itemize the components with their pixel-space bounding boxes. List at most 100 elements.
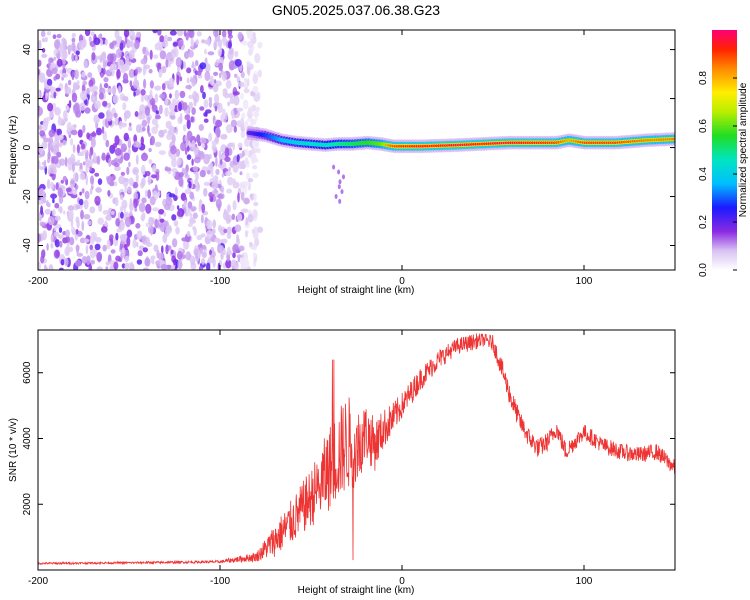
noise-blob [75, 259, 82, 267]
noise-blob [234, 73, 238, 79]
noise-blob [243, 88, 249, 94]
noise-blob [230, 259, 237, 270]
noise-blob [232, 91, 240, 96]
noise-blob [76, 144, 80, 154]
noise-blob [81, 256, 88, 264]
noise-blob [65, 229, 70, 238]
noise-blob [116, 228, 123, 233]
noise-blob [221, 30, 227, 38]
noise-blob [43, 137, 50, 143]
noise-blob [153, 244, 159, 252]
noise-blob [63, 110, 68, 120]
noise-blob [38, 200, 43, 205]
noise-blob [102, 244, 107, 252]
noise-blob [225, 112, 228, 121]
noise-blob [223, 247, 226, 256]
noise-blob [215, 119, 223, 128]
noise-blob [246, 66, 251, 75]
noise-blob [88, 263, 93, 270]
noise-blob [165, 97, 169, 106]
noise-blob [88, 79, 94, 88]
noise-blob [222, 88, 228, 93]
noise-blob [89, 151, 92, 160]
noise-blob [96, 251, 103, 262]
noise-blob [236, 254, 243, 259]
noise-blob [138, 202, 146, 213]
noise-blob [59, 267, 64, 270]
noise-blob [190, 76, 193, 83]
noise-blob [203, 99, 209, 109]
noise-blob [123, 132, 129, 142]
noise-blob [38, 72, 46, 83]
noise-blob [102, 210, 110, 215]
noise-blob [114, 117, 119, 126]
noise-blob [149, 80, 154, 89]
noise-blob [67, 205, 75, 212]
noise-blob [256, 226, 264, 233]
noise-blob [184, 114, 191, 121]
noise-blob [72, 162, 75, 173]
noise-blob [155, 171, 160, 182]
noise-blob [110, 210, 115, 215]
noise-blob [149, 49, 153, 60]
noise-blob [98, 92, 104, 100]
colorbar-ticks: 0.0 0.2 0.4 0.6 0.8 [698, 71, 737, 277]
noise-blob [85, 244, 89, 255]
noise-blob [166, 36, 173, 42]
noise-blob [247, 106, 253, 116]
x-tick-label: 100 [576, 276, 593, 287]
noise-blob [90, 138, 96, 148]
noise-blob [105, 139, 110, 148]
noise-blob [129, 80, 133, 88]
noise-blob [158, 150, 166, 156]
noise-blob [91, 52, 96, 61]
noise-blob [247, 213, 254, 223]
noise-blob [253, 193, 257, 202]
noise-blob [108, 157, 112, 167]
noise-blob [145, 222, 149, 227]
noise-blob [127, 139, 132, 149]
noise-blob [147, 116, 151, 125]
noise-blob [217, 102, 223, 114]
noise-blob [168, 103, 176, 111]
noise-blob [64, 156, 68, 167]
noise-blob [110, 249, 116, 254]
noise-blob [70, 129, 78, 136]
ridge-spur [334, 194, 338, 199]
snr-y-axis-label: SNR (10 * v/v) [8, 418, 19, 482]
x-tick-label: 100 [576, 576, 593, 587]
noise-blob [190, 116, 194, 123]
noise-blob [185, 84, 192, 90]
noise-blob [40, 30, 46, 38]
noise-blob [225, 124, 233, 134]
noise-blob [95, 200, 100, 206]
noise-blob [69, 237, 75, 246]
noise-blob [179, 90, 186, 99]
noise-blob [254, 53, 261, 64]
noise-blob [94, 90, 98, 96]
noise-blob [170, 249, 174, 255]
noise-blob [96, 127, 102, 136]
noise-blob [82, 161, 86, 166]
noise-blob [195, 179, 199, 190]
noise-blob [115, 48, 122, 59]
noise-blob [188, 181, 192, 189]
noise-blob [201, 203, 206, 214]
noise-blob [240, 191, 245, 201]
snr-x-axis-label: Height of straight line (km) [298, 585, 415, 596]
noise-blob [86, 255, 91, 266]
noise-blob [233, 107, 238, 115]
noise-blob [113, 112, 118, 119]
noise-blob [148, 216, 154, 227]
noise-blob [154, 141, 162, 147]
noise-blob [214, 105, 218, 112]
noise-blob [62, 59, 66, 65]
noise-blob [213, 71, 219, 76]
noise-blob [105, 266, 109, 270]
noise-blob [60, 259, 65, 266]
noise-blob [119, 194, 124, 201]
noise-blob [255, 106, 260, 113]
noise-blob [170, 153, 177, 160]
noise-blob [225, 214, 232, 223]
noise-blob [74, 69, 79, 80]
